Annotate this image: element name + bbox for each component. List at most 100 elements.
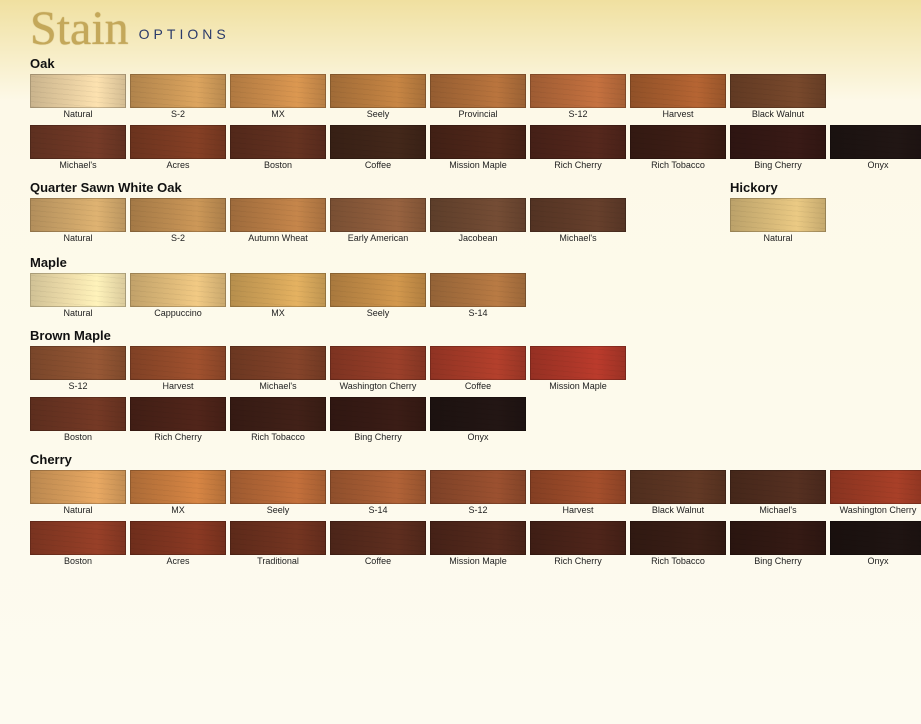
swatch-color [330, 521, 426, 555]
swatch-label: MX [271, 108, 285, 123]
swatch-label: Acres [166, 555, 189, 570]
swatch-label: Boston [64, 555, 92, 570]
swatch-item: MX [130, 470, 226, 519]
swatch-label: S-2 [171, 232, 185, 247]
swatch-label: MX [171, 504, 185, 519]
swatch-color [30, 74, 126, 108]
swatch-item: Provincial [430, 74, 526, 123]
swatch-item: Jacobean [430, 198, 526, 247]
swatch-label: Rich Tobacco [651, 159, 705, 174]
swatch-label: Early American [348, 232, 409, 247]
swatch-row: Natural [730, 198, 826, 247]
swatch-color [430, 198, 526, 232]
swatch-item: Mission Maple [430, 125, 526, 174]
swatch-label: Autumn Wheat [248, 232, 308, 247]
swatch-label: Traditional [257, 555, 299, 570]
swatch-item: Boston [30, 397, 126, 446]
swatch-item: Boston [230, 125, 326, 174]
swatch-label: Coffee [465, 380, 491, 395]
swatch-item: Harvest [130, 346, 226, 395]
swatch-item: Natural [30, 198, 126, 247]
swatch-item: Coffee [330, 521, 426, 570]
swatch-row: S-12 Harvest Michael's Washington Cherry Cof… [30, 346, 901, 395]
swatch-item: Seely [330, 74, 426, 123]
swatch-item: S-12 [530, 74, 626, 123]
swatch-color [530, 470, 626, 504]
swatch-label: S-14 [468, 307, 487, 322]
wood-section: Brown MapleS-12HarvestMichael'sWashingto… [30, 328, 901, 446]
swatch-label: Bing Cherry [754, 555, 802, 570]
swatch-label: Seely [367, 108, 390, 123]
swatch-label: Natural [63, 108, 92, 123]
swatch-label: Mission Maple [449, 159, 507, 174]
swatch-item: Natural [30, 74, 126, 123]
swatch-color [130, 470, 226, 504]
swatch-label: Black Walnut [752, 108, 804, 123]
swatch-color [830, 521, 921, 555]
swatch-color [30, 273, 126, 307]
swatch-color [630, 125, 726, 159]
swatch-item: MX [230, 273, 326, 322]
swatch-color [330, 397, 426, 431]
swatch-label: Onyx [867, 159, 888, 174]
swatch-label: Michael's [259, 380, 296, 395]
swatch-label: Seely [267, 504, 290, 519]
swatch-label: Boston [264, 159, 292, 174]
swatch-item: Coffee [330, 125, 426, 174]
swatch-label: Mission Maple [449, 555, 507, 570]
swatch-label: S-12 [568, 108, 587, 123]
swatch-color [730, 74, 826, 108]
swatch-color [30, 198, 126, 232]
swatch-label: Bing Cherry [754, 159, 802, 174]
swatch-color [430, 74, 526, 108]
swatch-item: Early American [330, 198, 426, 247]
swatch-label: Cappuccino [154, 307, 202, 322]
swatch-color [330, 273, 426, 307]
swatch-item: S-14 [430, 273, 526, 322]
title-script: Stain [30, 10, 129, 48]
swatch-color [530, 74, 626, 108]
swatch-row: Michael's Acres Boston Coffee Mission Maple R… [30, 125, 901, 174]
swatch-label: S-12 [68, 380, 87, 395]
swatch-item: S-12 [30, 346, 126, 395]
wood-section: Quarter Sawn White OakNaturalS-2Autumn W… [30, 180, 901, 249]
swatch-label: Rich Tobacco [651, 555, 705, 570]
swatch-color [430, 397, 526, 431]
swatch-item: Natural [30, 470, 126, 519]
swatch-item: Harvest [530, 470, 626, 519]
swatch-color [230, 125, 326, 159]
title-subtitle: OPTIONS [139, 26, 230, 48]
swatch-color [830, 125, 921, 159]
swatch-label: Onyx [467, 431, 488, 446]
swatch-color [230, 470, 326, 504]
swatch-label: Washington Cherry [340, 380, 417, 395]
swatch-label: Jacobean [458, 232, 497, 247]
swatch-color [30, 470, 126, 504]
stain-chart: OakNaturalS-2MXSeelyProvincialS-12Harves… [30, 56, 901, 570]
wood-section: CherryNaturalMXSeelyS-14S-12HarvestBlack… [30, 452, 901, 570]
swatch-color [230, 346, 326, 380]
swatch-color [730, 521, 826, 555]
swatch-item: MX [230, 74, 326, 123]
swatch-item: Michael's [30, 125, 126, 174]
swatch-item: Onyx [430, 397, 526, 446]
swatch-item: Rich Cherry [530, 521, 626, 570]
swatch-label: Harvest [562, 504, 593, 519]
swatch-item: Rich Tobacco [230, 397, 326, 446]
swatch-item: Black Walnut [730, 74, 826, 123]
swatch-item: Mission Maple [530, 346, 626, 395]
swatch-color [130, 397, 226, 431]
swatch-label: Michael's [59, 159, 96, 174]
swatch-color [230, 74, 326, 108]
swatch-item: Michael's [530, 198, 626, 247]
swatch-color [30, 397, 126, 431]
swatch-item: Acres [130, 125, 226, 174]
swatch-color [430, 470, 526, 504]
swatch-color [630, 74, 726, 108]
swatch-row: NaturalCappuccinoMXSeelyS-14 [30, 273, 901, 322]
swatch-label: Mission Maple [549, 380, 607, 395]
swatch-color [430, 346, 526, 380]
swatch-label: Boston [64, 431, 92, 446]
swatch-label: Provincial [458, 108, 497, 123]
swatch-item: Michael's [230, 346, 326, 395]
